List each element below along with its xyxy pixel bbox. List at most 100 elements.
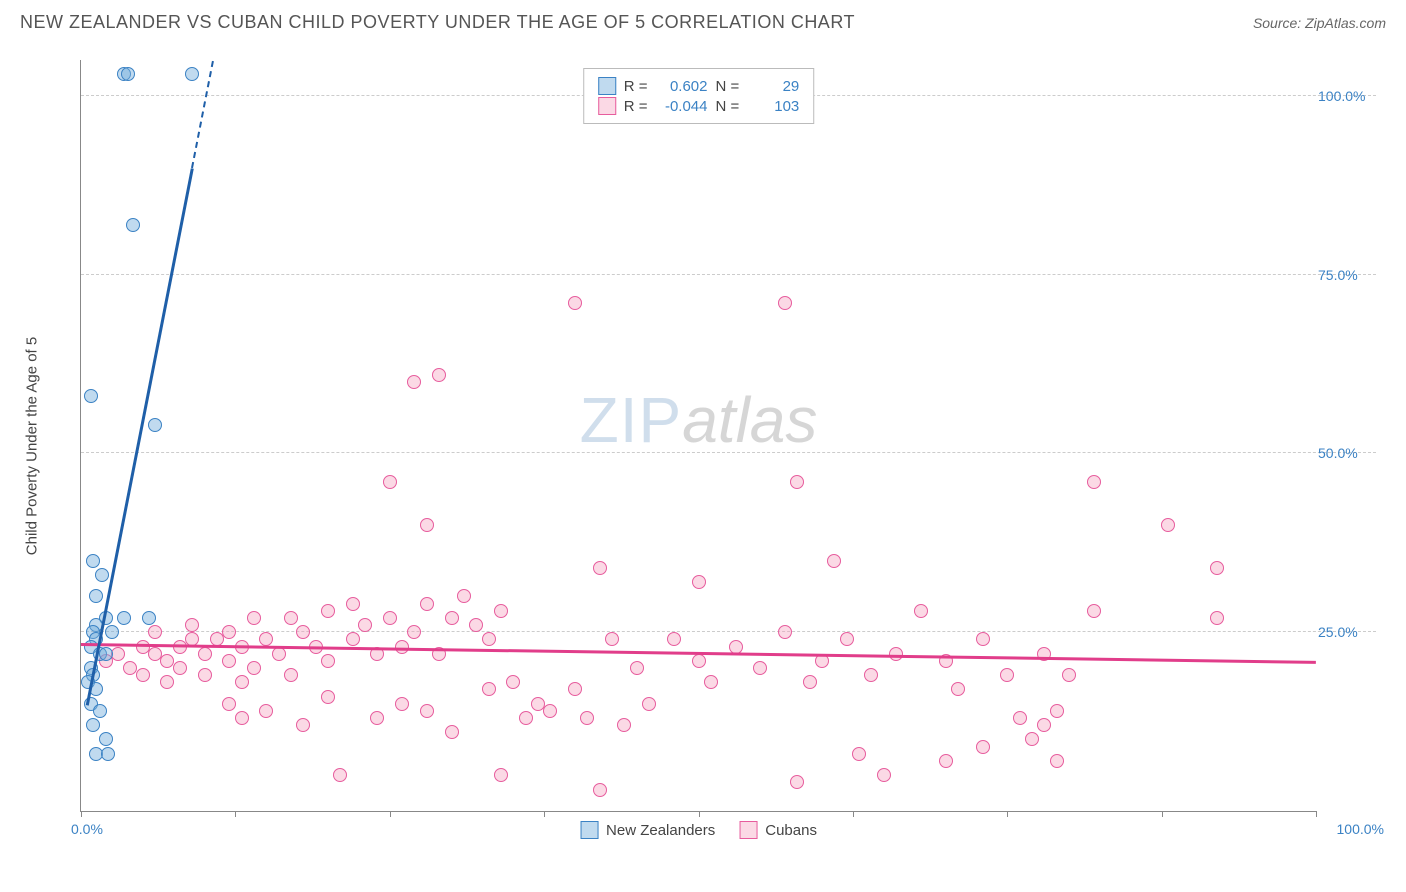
data-point — [864, 668, 878, 682]
data-point — [951, 682, 965, 696]
gridline — [81, 452, 1376, 453]
data-point — [1062, 668, 1076, 682]
data-point — [1210, 611, 1224, 625]
data-point — [95, 568, 109, 582]
data-point — [321, 690, 335, 704]
data-point — [86, 718, 100, 732]
y-tick-label: 75.0% — [1318, 267, 1378, 283]
data-point — [790, 475, 804, 489]
data-point — [346, 632, 360, 646]
legend-label-nz: New Zealanders — [606, 822, 715, 839]
data-point — [482, 632, 496, 646]
data-point — [642, 697, 656, 711]
legend-label-cuban: Cubans — [765, 822, 817, 839]
swatch-nz-icon — [580, 821, 598, 839]
plot-area: ZIPatlas R = 0.602 N = 29 R = -0.044 N =… — [80, 60, 1316, 812]
data-point — [1037, 718, 1051, 732]
data-point — [1087, 475, 1101, 489]
swatch-nz-icon — [598, 77, 616, 95]
data-point — [407, 625, 421, 639]
data-point — [1000, 668, 1014, 682]
data-point — [827, 554, 841, 568]
data-point — [121, 67, 135, 81]
data-point — [1025, 732, 1039, 746]
data-point — [543, 704, 557, 718]
data-point — [494, 768, 508, 782]
x-axis-min-label: 0.0% — [71, 821, 103, 837]
data-point — [976, 632, 990, 646]
r-label: R = — [624, 98, 648, 115]
r-value-nz: 0.602 — [656, 78, 708, 95]
n-label: N = — [716, 98, 740, 115]
gridline — [81, 274, 1376, 275]
x-tick — [699, 811, 700, 817]
data-point — [482, 682, 496, 696]
y-tick-label: 100.0% — [1318, 88, 1378, 104]
data-point — [99, 732, 113, 746]
data-point — [445, 611, 459, 625]
correlation-row-cuban: R = -0.044 N = 103 — [598, 97, 800, 115]
data-point — [198, 668, 212, 682]
data-point — [1087, 604, 1101, 618]
data-point — [395, 697, 409, 711]
x-tick — [390, 811, 391, 817]
x-tick — [1316, 811, 1317, 817]
gridline — [81, 631, 1376, 632]
data-point — [259, 704, 273, 718]
r-label: R = — [624, 78, 648, 95]
x-tick — [544, 811, 545, 817]
source-attribution: Source: ZipAtlas.com — [1253, 15, 1386, 31]
data-point — [284, 668, 298, 682]
source-prefix: Source: — [1253, 15, 1305, 31]
data-point — [235, 675, 249, 689]
x-tick — [1162, 811, 1163, 817]
data-point — [667, 632, 681, 646]
data-point — [1210, 561, 1224, 575]
y-tick-label: 25.0% — [1318, 624, 1378, 640]
data-point — [704, 675, 718, 689]
data-point — [89, 589, 103, 603]
data-point — [457, 589, 471, 603]
series-legend: New Zealanders Cubans — [580, 821, 817, 839]
swatch-cuban-icon — [739, 821, 757, 839]
data-point — [593, 783, 607, 797]
data-point — [247, 611, 261, 625]
data-point — [778, 625, 792, 639]
watermark: ZIPatlas — [580, 383, 818, 457]
correlation-row-nz: R = 0.602 N = 29 — [598, 77, 800, 95]
data-point — [889, 647, 903, 661]
chart-title: NEW ZEALANDER VS CUBAN CHILD POVERTY UND… — [20, 12, 855, 33]
data-point — [259, 632, 273, 646]
data-point — [568, 296, 582, 310]
data-point — [630, 661, 644, 675]
data-point — [469, 618, 483, 632]
x-tick — [853, 811, 854, 817]
data-point — [101, 747, 115, 761]
legend-item-nz: New Zealanders — [580, 821, 715, 839]
data-point — [395, 640, 409, 654]
data-point — [148, 418, 162, 432]
data-point — [296, 718, 310, 732]
data-point — [383, 475, 397, 489]
data-point — [84, 389, 98, 403]
data-point — [142, 611, 156, 625]
data-point — [160, 675, 174, 689]
data-point — [358, 618, 372, 632]
data-point — [580, 711, 594, 725]
data-point — [568, 682, 582, 696]
n-label: N = — [716, 78, 740, 95]
data-point — [605, 632, 619, 646]
data-point — [185, 618, 199, 632]
data-point — [235, 711, 249, 725]
data-point — [148, 625, 162, 639]
data-point — [506, 675, 520, 689]
correlation-legend: R = 0.602 N = 29 R = -0.044 N = 103 — [583, 68, 815, 124]
data-point — [117, 611, 131, 625]
data-point — [185, 67, 199, 81]
data-point — [914, 604, 928, 618]
data-point — [692, 654, 706, 668]
data-point — [407, 375, 421, 389]
data-point — [432, 368, 446, 382]
x-tick — [235, 811, 236, 817]
data-point — [1013, 711, 1027, 725]
